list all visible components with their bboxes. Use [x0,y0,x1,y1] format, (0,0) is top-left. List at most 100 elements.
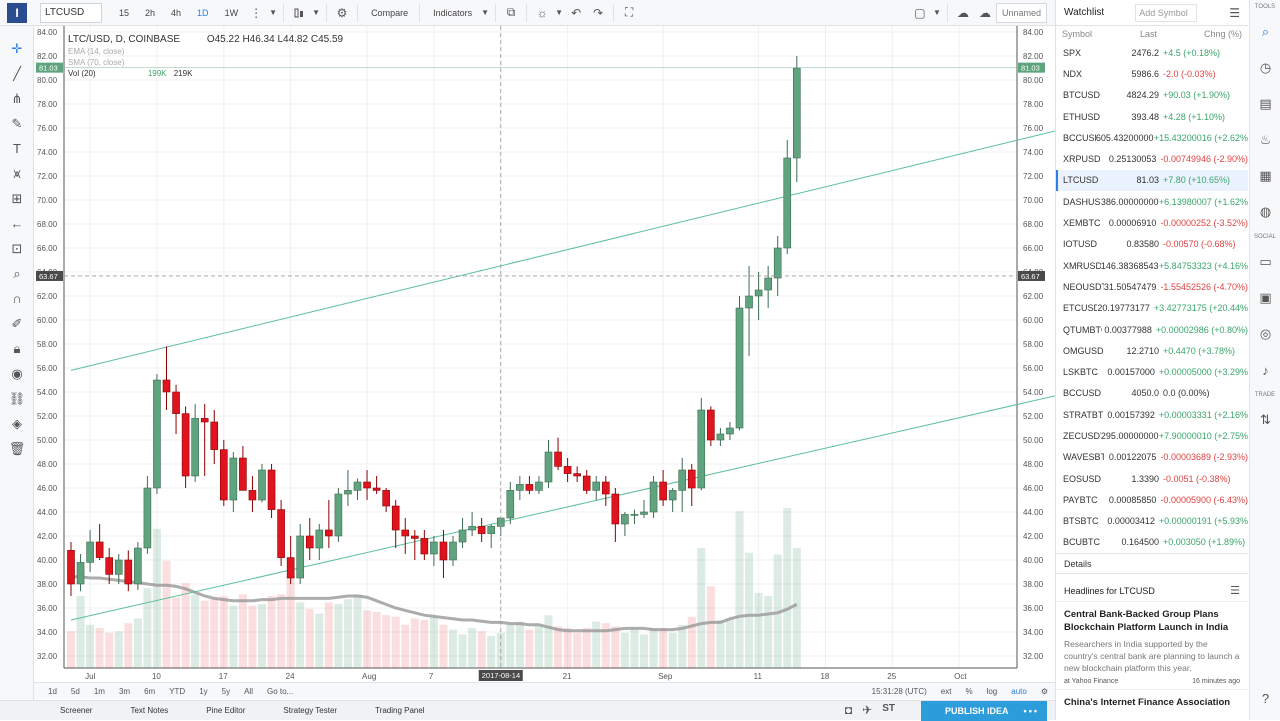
range-all[interactable]: All [244,686,253,696]
crosshair-icon[interactable]: ✛ [11,40,23,56]
legend-sma[interactable]: SMA (70, close) [68,58,125,67]
legend-ema[interactable]: EMA (14, close) [68,47,125,56]
fullscreen-icon[interactable]: ⛶ [624,5,634,19]
price-chart[interactable]: 32.00 32.00 34.00 34.00 36.00 36.00 38.00 38.00… [34,26,1280,682]
compare-button[interactable]: Compare [371,7,409,18]
watchlist-row[interactable]: LSKBTC 0.00157000 +0.00005000 (+3.29% [1056,361,1248,382]
stay-drawing-icon[interactable]: ✐ [11,315,23,331]
zoom-icon[interactable]: ⌕ [13,265,21,281]
magnet-icon[interactable]: ∩ [12,291,22,306]
range-ytd[interactable]: YTD [169,686,186,696]
chevron-down-icon[interactable]: ▼ [933,8,941,17]
interval-1d[interactable]: 1D [197,7,209,18]
watchlist-row[interactable]: NEOUSDT 31.50547479 -1.55452526 (-4.70%) [1056,276,1248,297]
more-options-icon[interactable]: ••• [1023,706,1039,716]
tradingview-logo[interactable]: I [7,2,27,23]
watchlist-title[interactable]: Watchlist [1064,7,1105,18]
chat-icon[interactable]: ▭ [1259,254,1272,269]
chats-icon[interactable]: ▣ [1259,290,1272,305]
pitchfork-icon[interactable]: ⋔ [11,90,23,106]
headlines-menu-icon[interactable]: ☰ [1230,585,1240,598]
settings-gear-icon[interactable]: ⚙ [336,5,348,20]
ideas-bulb-icon[interactable]: ◍ [1259,204,1272,219]
trading-icon[interactable]: ⇅ [1260,412,1271,427]
tab-text-notes[interactable]: Text Notes [130,706,169,715]
watchlist-row[interactable]: ETHUSD 393.48 +4.28 (+1.10%) [1056,106,1248,127]
stocktwits-icon[interactable]: ST [882,703,895,714]
trash-icon[interactable]: 🗑︎ [8,440,26,456]
watchlist-row[interactable]: LTCUSD 81.03 +7.80 (+10.65%) [1056,169,1248,192]
watchlist-row[interactable]: ZECUSDT295.00000000+7.90000010 (+2.75% [1056,425,1248,446]
interval-4h[interactable]: 4h [171,7,182,18]
watchlist-row[interactable]: OMGUSD 12.2710 +0.4470 (+3.78%) [1056,340,1248,361]
help-icon[interactable]: ? [1261,690,1270,706]
hotlist-fire-icon[interactable]: ♨ [1259,132,1272,147]
tab-screener[interactable]: Screener [60,706,93,715]
chevron-down-icon[interactable]: ▼ [312,8,321,17]
watchlist-row[interactable]: DASHUSD386.00000000+6.13980007 (+1.62% [1056,191,1248,212]
watchlist-row[interactable]: XRPUSD 0.25130053 -0.00749946 (-2.90%) [1056,148,1248,169]
brush-icon[interactable]: ✎ [11,115,23,131]
goto-button[interactable]: Go to... [266,686,294,696]
tab-pine-editor[interactable]: Pine Editor [206,706,246,715]
watchlist-row[interactable]: EOSUSD 1.3390 -0.0051 (-0.38%) [1056,468,1248,489]
text-tool-icon[interactable]: T [13,141,21,156]
twitter-icon[interactable]: ✈ [862,703,873,717]
watchlist-menu-icon[interactable]: ☰ [1229,5,1240,20]
chart-settings-icon[interactable]: ⚙ [1040,686,1048,696]
notifications-bell-icon[interactable]: ♪ [1262,362,1269,378]
watchlist-row[interactable]: WAVESBTC 0.00122075-0.00003689 (-2.93%) [1056,447,1248,468]
data-window-icon[interactable]: ▤ [1259,96,1272,111]
layers-icon[interactable]: ◈ [12,415,22,431]
watchlist-row[interactable]: NDX 5986.6 -2.0 (-0.03%) [1056,63,1248,84]
indicators-button[interactable]: Indicators [433,7,473,18]
watchlist-row[interactable]: PAYBTC 0.00085850 -0.00005900 (-6.43%) [1056,489,1248,510]
watchlist-row[interactable]: BCUBTC 0.164500 +0.003050 (+1.89%) [1056,532,1248,553]
chevron-down-icon[interactable]: ▼ [269,8,278,17]
publish-idea-button[interactable]: PUBLISH IDEA ••• [921,701,1047,721]
range-5d[interactable]: 5d [70,686,80,696]
alert-icon[interactable]: ⧉ [506,5,516,19]
watchlist-row[interactable]: ETCUSDT20.19773177+3.42773175 (+20.44% [1056,298,1248,319]
lock-icon[interactable]: 🔒︎ [13,340,21,356]
layout-name-button[interactable]: Unnamed [995,2,1047,23]
legend-volume[interactable]: Vol (20) [68,69,96,78]
undo-icon[interactable]: ↶ [571,5,582,20]
tab-trading-panel[interactable]: Trading Panel [375,706,425,715]
camera-icon[interactable]: ◘ [844,703,853,717]
watchlist-row[interactable]: IOTUSD 0.83580 -0.00570 (-0.68%) [1056,234,1248,255]
log-toggle[interactable]: log [986,686,998,696]
col-last[interactable]: Last [1139,29,1157,39]
layout-grid-icon[interactable]: ▢ [914,5,926,20]
watchlist-row[interactable]: BCCUSD 4050.0 0.0 (0.00%) [1056,383,1248,404]
cloud-save-icon[interactable]: ☁ [978,5,991,20]
details-section[interactable]: Details [1056,553,1248,575]
news-headline[interactable]: China's Internet Finance Association [1056,689,1248,709]
interval-15[interactable]: 15 [119,7,130,18]
light-bulb-icon[interactable]: ☼ [536,5,548,20]
link-icon[interactable]: ⛓ [8,390,26,406]
range-1m[interactable]: 1m [93,686,105,696]
range-6m[interactable]: 6m [144,686,156,696]
trendline-icon[interactable]: ╱ [13,65,21,81]
chevron-down-icon[interactable]: ▼ [555,8,564,17]
prediction-icon[interactable]: ⊞ [11,190,23,206]
more-intervals-icon[interactable]: ⋮ [250,5,263,20]
news-headline[interactable]: Central Bank-Backed Group Plans Blockcha… [1064,609,1229,634]
auto-toggle[interactable]: auto [1011,686,1027,696]
range-1y[interactable]: 1y [199,686,208,696]
streams-icon[interactable]: ◎ [1259,326,1272,341]
range-5y[interactable]: 5y [221,686,231,696]
headlines-title[interactable]: Headlines for LTCUSD [1064,585,1155,596]
range-3m[interactable]: 3m [118,686,131,696]
measure-icon[interactable]: ⊡ [11,240,23,256]
cloud-load-icon[interactable]: ☁ [956,5,969,20]
back-arrow-icon[interactable]: ← [10,216,24,231]
col-change[interactable]: Chng (%) [1203,29,1242,39]
legend-symbol[interactable]: LTC/USD, D, COINBASE [68,34,181,45]
redo-icon[interactable]: ↷ [593,5,604,20]
col-symbol[interactable]: Symbol [1062,29,1093,39]
watchlist-icon[interactable]: ⌕ [1261,24,1270,39]
tab-strategy-tester[interactable]: Strategy Tester [283,706,338,715]
alerts-clock-icon[interactable]: ◷ [1259,60,1272,75]
